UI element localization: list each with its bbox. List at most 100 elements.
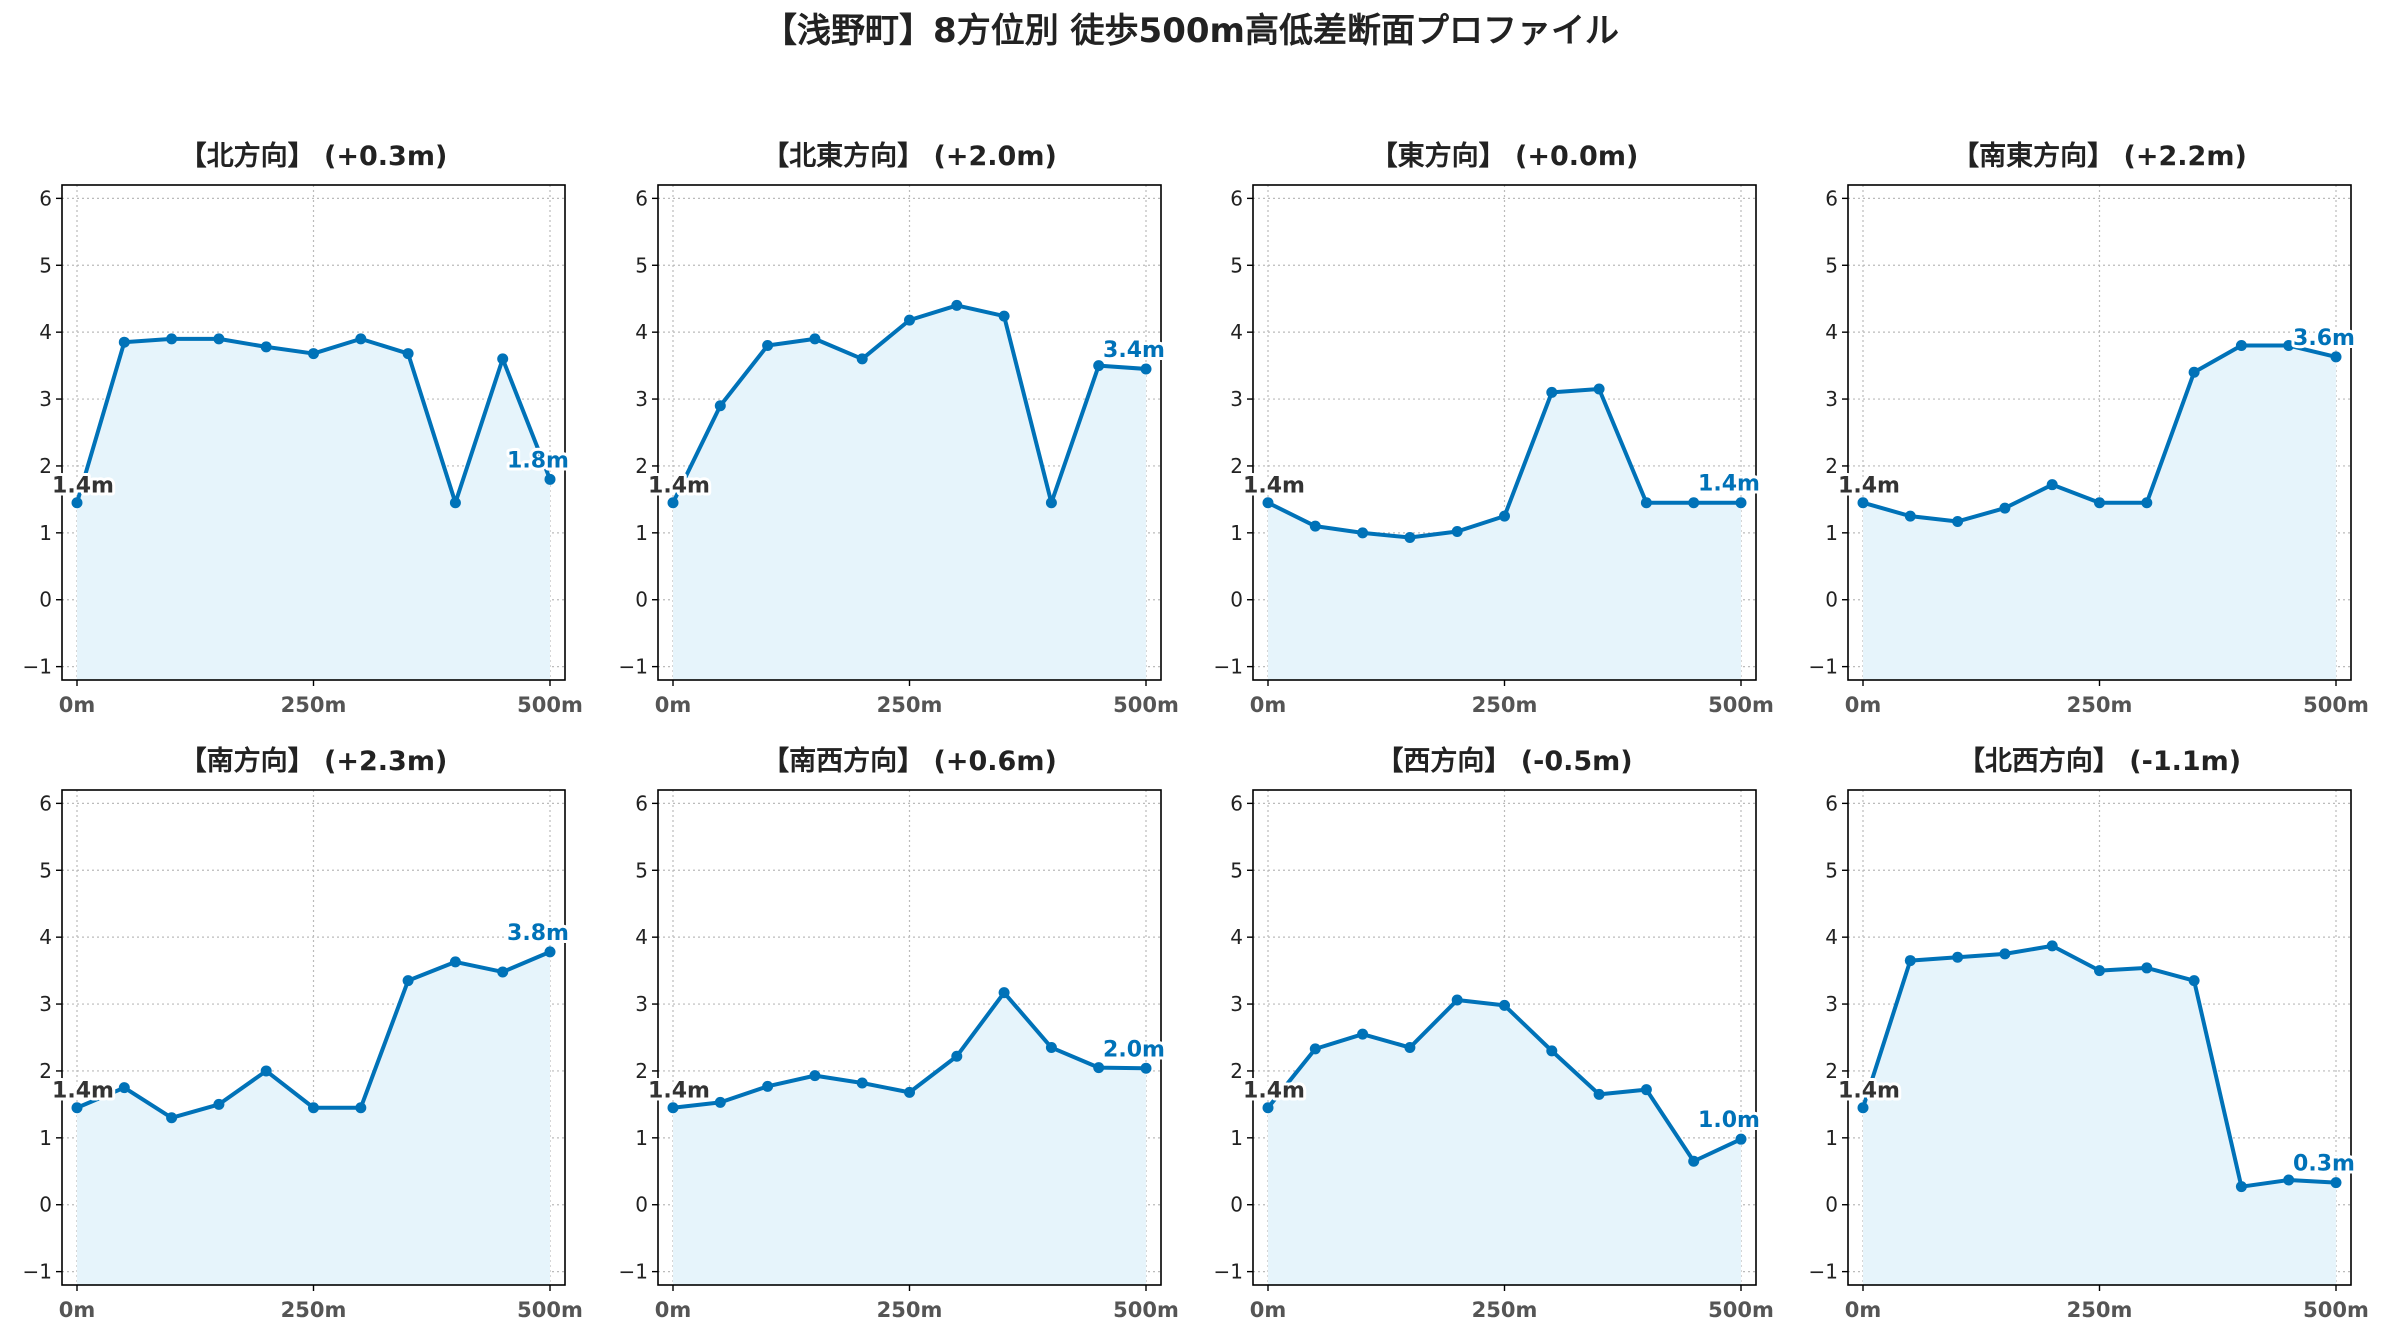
- data-point: [856, 1077, 868, 1089]
- area-fill: [673, 305, 1146, 680]
- data-point: [2330, 1177, 2342, 1189]
- y-tick-label: 3: [39, 387, 52, 411]
- y-tick-label: 3: [1825, 387, 1838, 411]
- panel-title: 【西方向】 (-0.5m): [1376, 745, 1632, 777]
- y-tick-label: 6: [1230, 186, 1243, 210]
- data-point: [2235, 1181, 2247, 1193]
- chart-panel-8: 【北西方向】 (-1.1m) −1 0 1 2 3 4 5 6 0m 250m 500m 1.4m 0.3…: [1809, 745, 2369, 1322]
- start-elevation-label: 1.4m: [1243, 1079, 1305, 1104]
- y-tick-label: 1: [635, 1126, 648, 1150]
- data-point: [1952, 515, 1964, 527]
- end-elevation-label: 3.8m: [507, 921, 569, 946]
- y-tick-label: 6: [635, 791, 648, 815]
- data-point: [449, 497, 461, 509]
- y-tick-label: 3: [1230, 387, 1243, 411]
- y-tick-label: 3: [635, 387, 648, 411]
- data-point: [1404, 1042, 1416, 1054]
- y-tick-label: 5: [1230, 253, 1243, 277]
- data-point: [904, 314, 915, 326]
- data-point: [355, 333, 367, 345]
- y-tick-label: 4: [1230, 320, 1243, 344]
- data-point: [1140, 1062, 1152, 1074]
- panel-title: 【北東方向】 (+2.0m): [762, 140, 1057, 172]
- data-point: [2046, 479, 2058, 491]
- x-tick-label: 0m: [655, 1298, 692, 1322]
- y-tick-label: 0: [635, 588, 648, 612]
- y-tick-label: −1: [619, 1260, 648, 1284]
- panel-title: 【北方向】 (+0.3m): [180, 140, 448, 172]
- y-tick-label: −1: [1809, 1260, 1838, 1284]
- y-tick-label: 3: [1825, 992, 1838, 1016]
- y-tick-label: 5: [635, 858, 648, 882]
- y-tick-label: −1: [1809, 655, 1838, 679]
- y-tick-label: 6: [1825, 186, 1838, 210]
- y-tick-label: 6: [635, 186, 648, 210]
- y-tick-label: 1: [1825, 521, 1838, 545]
- panel-title: 【北西方向】 (-1.1m): [1958, 745, 2241, 777]
- y-tick-label: 4: [1230, 925, 1243, 949]
- data-point: [2188, 975, 2200, 987]
- data-point: [2283, 1174, 2295, 1186]
- data-point: [71, 497, 83, 509]
- data-point: [308, 1102, 319, 1114]
- data-point: [544, 946, 556, 958]
- chart-panel-4: 【南東方向】 (+2.2m) −1 0 1 2 3 4 5 6 0m 250m 500m 1.4m 3.6…: [1809, 140, 2369, 717]
- data-point: [1904, 955, 1916, 967]
- data-point: [2235, 340, 2247, 352]
- x-tick-label: 0m: [59, 1298, 96, 1322]
- y-tick-label: 5: [39, 858, 52, 882]
- x-tick-label: 0m: [1845, 1298, 1882, 1322]
- y-tick-label: 1: [39, 521, 52, 545]
- end-elevation-label: 1.0m: [1698, 1108, 1760, 1133]
- y-tick-label: −1: [23, 1260, 52, 1284]
- data-point: [1309, 520, 1321, 532]
- y-tick-label: 0: [1825, 1193, 1838, 1217]
- y-tick-label: 2: [1825, 1059, 1838, 1083]
- data-point: [1999, 948, 2011, 960]
- x-tick-label: 250m: [2067, 1298, 2133, 1322]
- data-point: [497, 966, 509, 978]
- x-tick-label: 0m: [1250, 693, 1287, 717]
- data-point: [1952, 951, 1964, 963]
- y-tick-label: 4: [39, 925, 52, 949]
- data-point: [1640, 497, 1652, 509]
- y-tick-label: 2: [1230, 1059, 1243, 1083]
- data-point: [667, 497, 679, 509]
- data-point: [1262, 1102, 1274, 1114]
- data-point: [809, 1070, 821, 1082]
- y-tick-label: 6: [1230, 791, 1243, 815]
- x-tick-label: 0m: [655, 693, 692, 717]
- data-point: [260, 341, 272, 353]
- x-tick-label: 250m: [2067, 693, 2133, 717]
- area-fill: [1268, 389, 1741, 680]
- y-tick-label: 0: [1230, 588, 1243, 612]
- data-point: [951, 299, 963, 311]
- y-tick-label: 0: [39, 588, 52, 612]
- chart-panel-2: 【北東方向】 (+2.0m) −1 0 1 2 3 4 5 6 0m 250m 500m 1.4m 3.4…: [619, 140, 1179, 717]
- y-tick-label: 1: [635, 521, 648, 545]
- y-tick-label: 5: [1825, 858, 1838, 882]
- data-point: [1357, 527, 1369, 539]
- end-elevation-label: 1.4m: [1698, 472, 1760, 497]
- y-tick-label: 4: [1825, 320, 1838, 344]
- start-elevation-label: 1.4m: [1243, 474, 1305, 499]
- panel-title: 【東方向】 (+0.0m): [1371, 140, 1639, 172]
- data-point: [762, 1080, 774, 1092]
- y-tick-label: 3: [635, 992, 648, 1016]
- y-tick-label: −1: [23, 655, 52, 679]
- x-tick-label: 500m: [1113, 1298, 1179, 1322]
- data-point: [355, 1102, 367, 1114]
- y-tick-label: 4: [635, 925, 648, 949]
- y-tick-label: 2: [1825, 454, 1838, 478]
- data-point: [2330, 351, 2342, 363]
- panel-title: 【南方向】 (+2.3m): [180, 745, 448, 777]
- y-tick-label: 4: [1825, 925, 1838, 949]
- area-fill: [77, 951, 550, 1285]
- data-point: [1735, 497, 1747, 509]
- data-point: [1546, 1045, 1558, 1057]
- panel-title: 【南東方向】 (+2.2m): [1952, 140, 2247, 172]
- panel-title: 【南西方向】 (+0.6m): [762, 745, 1057, 777]
- x-tick-label: 0m: [59, 693, 96, 717]
